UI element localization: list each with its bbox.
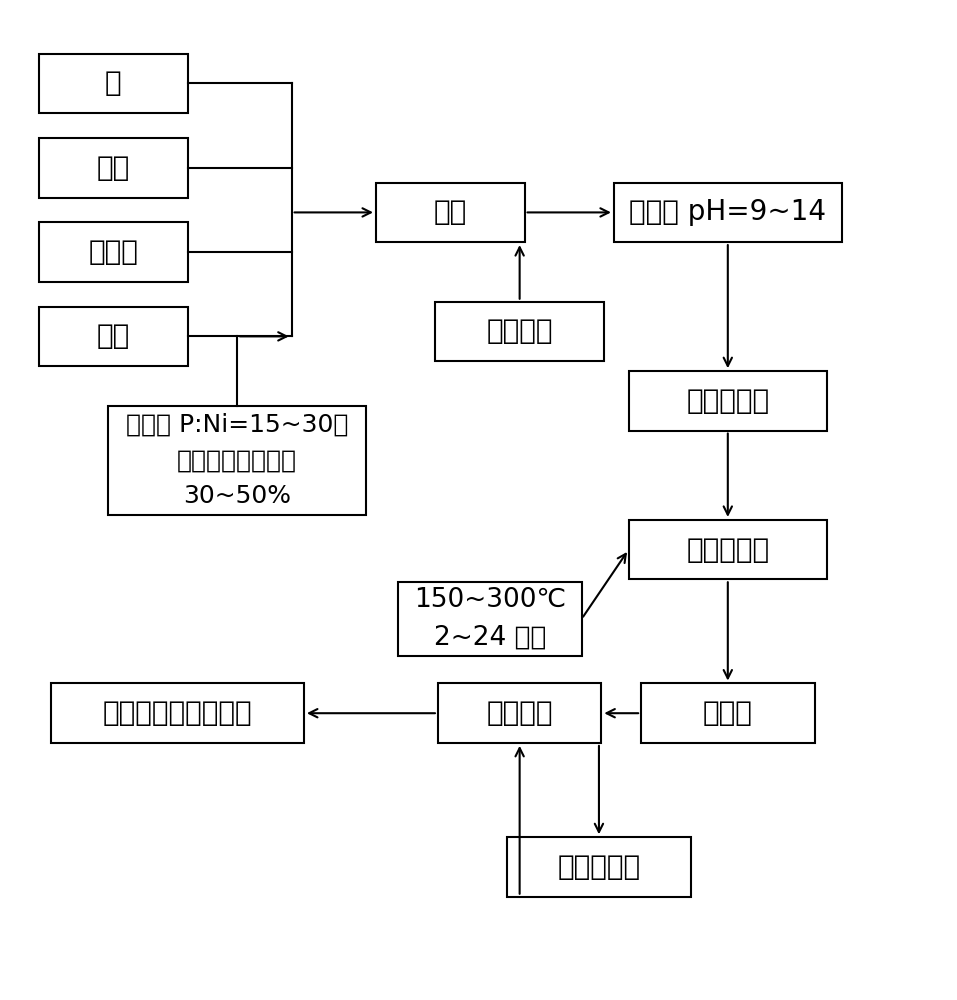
Bar — [629, 520, 827, 579]
Bar — [39, 138, 188, 198]
Bar — [435, 302, 604, 361]
Text: 反应釜保温: 反应釜保温 — [686, 536, 769, 564]
Text: 强碱溶液: 强碱溶液 — [486, 317, 553, 345]
Bar — [39, 307, 188, 366]
Bar — [613, 183, 842, 242]
Text: 混匀: 混匀 — [434, 198, 467, 226]
Text: 过滤、洗涤: 过滤、洗涤 — [557, 853, 640, 881]
Bar — [108, 406, 366, 515]
Bar — [507, 837, 691, 897]
Text: 水: 水 — [105, 70, 122, 98]
Bar — [39, 222, 188, 282]
Bar — [52, 683, 304, 743]
Text: 悬浊液: 悬浊液 — [702, 699, 753, 727]
Text: 载体: 载体 — [97, 322, 130, 350]
Text: 150~300℃
2~24 小时: 150~300℃ 2~24 小时 — [413, 587, 566, 651]
Text: 真空干燥: 真空干燥 — [486, 699, 553, 727]
Text: 氯化镍: 氯化镍 — [88, 238, 138, 266]
Text: 倒入反应釜: 倒入反应釜 — [686, 387, 769, 415]
Bar — [398, 582, 582, 656]
Bar — [629, 371, 827, 431]
Text: 悬浊液 pH=9~14: 悬浊液 pH=9~14 — [630, 198, 826, 226]
Text: 红磷: 红磷 — [97, 154, 130, 182]
Text: 负载型磷化镍催化剂: 负载型磷化镍催化剂 — [102, 699, 253, 727]
Bar — [438, 683, 601, 743]
Text: 摩尔比 P:Ni=15~30，
磷化镍的担载量为
30~50%: 摩尔比 P:Ni=15~30， 磷化镍的担载量为 30~50% — [126, 413, 348, 508]
Bar — [39, 54, 188, 113]
Bar — [376, 183, 524, 242]
Bar — [641, 683, 814, 743]
